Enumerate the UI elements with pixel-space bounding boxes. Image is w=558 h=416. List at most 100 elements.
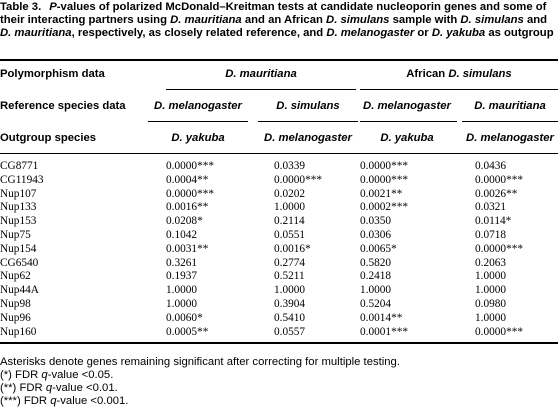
value-cell: 0.0065* xyxy=(360,242,397,255)
value-cell: 0.5410 xyxy=(274,311,306,324)
header-group-mauritiana: D. mauritiana xyxy=(225,68,297,80)
gene-name: Nup107 xyxy=(0,187,37,200)
value-cell: 0.3904 xyxy=(274,298,306,310)
value-cell: 0.0000*** xyxy=(475,173,524,186)
group1-rule xyxy=(166,89,356,90)
table-row: Nup62 0.1937 0.5211 0.2418 1.0000 xyxy=(0,270,558,284)
value-cell: 0.3261 xyxy=(166,256,198,269)
footnote-1star-suffix: -value <0.05. xyxy=(47,369,114,381)
footnote-3star: (***) FDR q-value <0.001. xyxy=(0,395,400,408)
value-cell: 0.0000*** xyxy=(360,160,409,172)
value-cell: 0.0000*** xyxy=(274,173,323,186)
header-group-african-simulans: African D. simulans xyxy=(360,68,558,80)
value-cell: 0.0321 xyxy=(475,201,507,214)
header-out-col2: D. melanogaster xyxy=(264,132,352,144)
caption-text-14: as outgroup xyxy=(485,27,554,39)
value-cell: 0.0339 xyxy=(274,160,306,172)
footnote-2star-suffix: -value <0.01. xyxy=(52,382,118,394)
value-cell: 0.0551 xyxy=(274,229,306,241)
header-group2-species: D. simulans xyxy=(448,68,512,80)
table-footnotes: Asterisks denote genes remaining signifi… xyxy=(0,356,400,408)
caption-text-4: and an African xyxy=(241,14,327,26)
caption-text-6: sample with xyxy=(389,14,461,26)
gene-name: Nup133 xyxy=(0,201,37,214)
ref-col2-rule xyxy=(258,121,358,122)
top-rule xyxy=(0,59,558,61)
value-cell: 0.0005** xyxy=(166,325,209,338)
value-cell: 0.0350 xyxy=(360,215,392,228)
gene-name: Nup75 xyxy=(0,229,31,241)
gene-name: CG11943 xyxy=(0,173,44,186)
caption-text-12: or xyxy=(414,27,432,39)
header-out-col3: D. yakuba xyxy=(380,132,434,144)
table-row: Nup160 0.0005** 0.0557 0.0001*** 0.0000*… xyxy=(0,326,558,340)
value-cell: 0.0000*** xyxy=(166,160,215,172)
caption-text-8: and xyxy=(523,14,548,26)
header-ref-col2: D. simulans xyxy=(276,100,340,112)
value-cell: 0.0980 xyxy=(475,298,507,310)
footnote-1star-q: q xyxy=(41,369,48,381)
caption-text-11: D. melanogaster xyxy=(326,27,415,39)
caption-text-10: , respectively, as closely related refer… xyxy=(71,27,327,39)
gene-name: Nup153 xyxy=(0,215,37,228)
value-cell: 0.0026** xyxy=(475,187,518,200)
value-cell: 0.0557 xyxy=(274,325,306,338)
caption-text-2: -values of polarized McDonald–Kreitman t… xyxy=(0,1,547,26)
value-cell: 1.0000 xyxy=(475,311,507,324)
header-bottom-rule xyxy=(0,153,558,154)
ref-col4-rule xyxy=(462,121,558,122)
caption-label: Table 3. xyxy=(0,1,42,13)
value-cell: 0.0114* xyxy=(475,215,512,228)
value-cell: 1.0000 xyxy=(166,298,198,310)
value-cell: 0.0208* xyxy=(166,215,203,228)
table-caption: Table 3. P-values of polarized McDonald–K… xyxy=(0,1,556,40)
value-cell: 0.1937 xyxy=(166,270,198,283)
value-cell: 0.0718 xyxy=(475,229,507,241)
table-row: Nup154 0.0031** 0.0016* 0.0065* 0.0000**… xyxy=(0,243,558,257)
value-cell: 1.0000 xyxy=(475,270,507,283)
caption-text-5: D. simulans xyxy=(326,14,390,26)
value-cell: 1.0000 xyxy=(274,201,306,214)
header-reference-label: Reference species data xyxy=(0,100,126,112)
value-cell: 0.0306 xyxy=(360,229,392,241)
gene-name: Nup96 xyxy=(0,311,31,324)
gene-name: CG8771 xyxy=(0,160,39,172)
footnote-asterisks: Asterisks denote genes remaining signifi… xyxy=(0,356,400,368)
footnote-3star-prefix: (***) FDR xyxy=(0,395,51,407)
bottom-rule xyxy=(0,342,558,344)
value-cell: 0.0000*** xyxy=(475,242,524,255)
value-cell: 0.0060* xyxy=(166,311,203,324)
table-row: CG6540 0.3261 0.2774 0.5820 0.2063 xyxy=(0,257,558,271)
header-outgroup-label: Outgroup species xyxy=(0,132,97,144)
value-cell: 1.0000 xyxy=(360,284,392,297)
gene-name: Nup98 xyxy=(0,298,31,310)
value-cell: 0.0014** xyxy=(360,311,403,324)
caption-text-7: D. simulans xyxy=(460,14,524,26)
table-row: CG8771 0.0000*** 0.0339 0.0000*** 0.0436 xyxy=(0,160,558,174)
value-cell: 0.0000*** xyxy=(166,187,215,200)
value-cell: 0.0000*** xyxy=(475,325,524,338)
ref-col1-rule xyxy=(148,121,248,122)
value-cell: 0.0021** xyxy=(360,187,403,200)
header-group2-prefix: African xyxy=(406,68,449,80)
caption-text-9: D. mauritiana xyxy=(0,27,72,39)
value-cell: 0.0016* xyxy=(274,242,311,255)
value-cell: 1.0000 xyxy=(475,284,507,297)
header-ref-col1: D. melanogaster xyxy=(154,100,242,112)
value-cell: 0.2418 xyxy=(360,270,392,283)
value-cell: 0.0004** xyxy=(166,173,209,186)
footnote-2star: (**) FDR q-value <0.01. xyxy=(0,382,400,395)
caption-text-1: P xyxy=(49,1,57,13)
value-cell: 0.2774 xyxy=(274,256,306,269)
value-cell: 0.0031** xyxy=(166,242,209,255)
gene-name: CG6540 xyxy=(0,256,39,269)
header-out-col1: D. yakuba xyxy=(171,132,225,144)
footnote-1star-prefix: (*) FDR xyxy=(0,369,42,381)
footnote-3star-suffix: -value <0.001. xyxy=(56,395,129,407)
header-ref-col4: D. mauritiana xyxy=(474,100,546,112)
table-row: Nup133 0.0016** 1.0000 0.0002*** 0.0321 xyxy=(0,201,558,215)
gene-name: Nup160 xyxy=(0,325,37,338)
footnote-2star-prefix: (**) FDR xyxy=(0,382,46,394)
gene-name: Nup154 xyxy=(0,242,37,255)
value-cell: 0.0202 xyxy=(274,187,306,200)
